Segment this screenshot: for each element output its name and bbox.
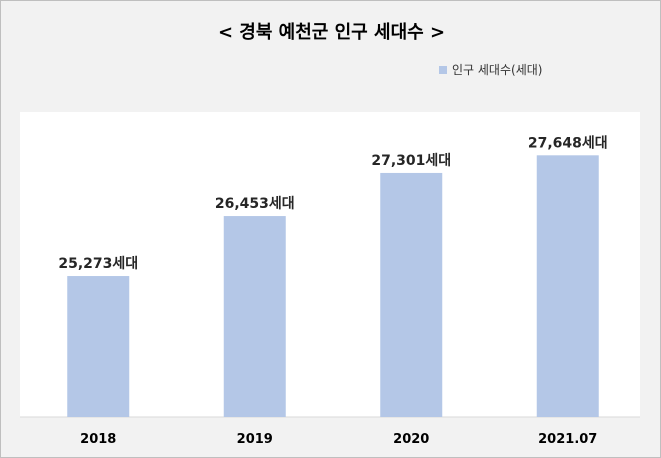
bar-2020 <box>380 172 443 417</box>
bar-2019 <box>223 216 286 417</box>
x-tick-label-2020: 2020 <box>393 432 429 447</box>
bar-2021.07 <box>536 155 599 417</box>
data-label-2021.07: 27,648세대 <box>528 135 608 151</box>
bar-2018 <box>67 276 130 417</box>
legend-swatch <box>439 65 447 74</box>
legend: 인구 세대수(세대) <box>439 61 542 78</box>
x-tick-label-2018: 2018 <box>80 432 116 447</box>
data-label-2019: 26,453세대 <box>215 196 295 212</box>
x-tick-label-2019: 2019 <box>237 432 273 447</box>
data-label-2018: 25,273세대 <box>58 256 138 272</box>
x-tick-label-2021.07: 2021.07 <box>538 432 597 447</box>
legend-label: 인구 세대수(세대) <box>452 63 543 77</box>
data-label-2020: 27,301세대 <box>371 153 451 169</box>
chart-title: < 경북 예천군 인구 세대수 > <box>217 22 446 43</box>
